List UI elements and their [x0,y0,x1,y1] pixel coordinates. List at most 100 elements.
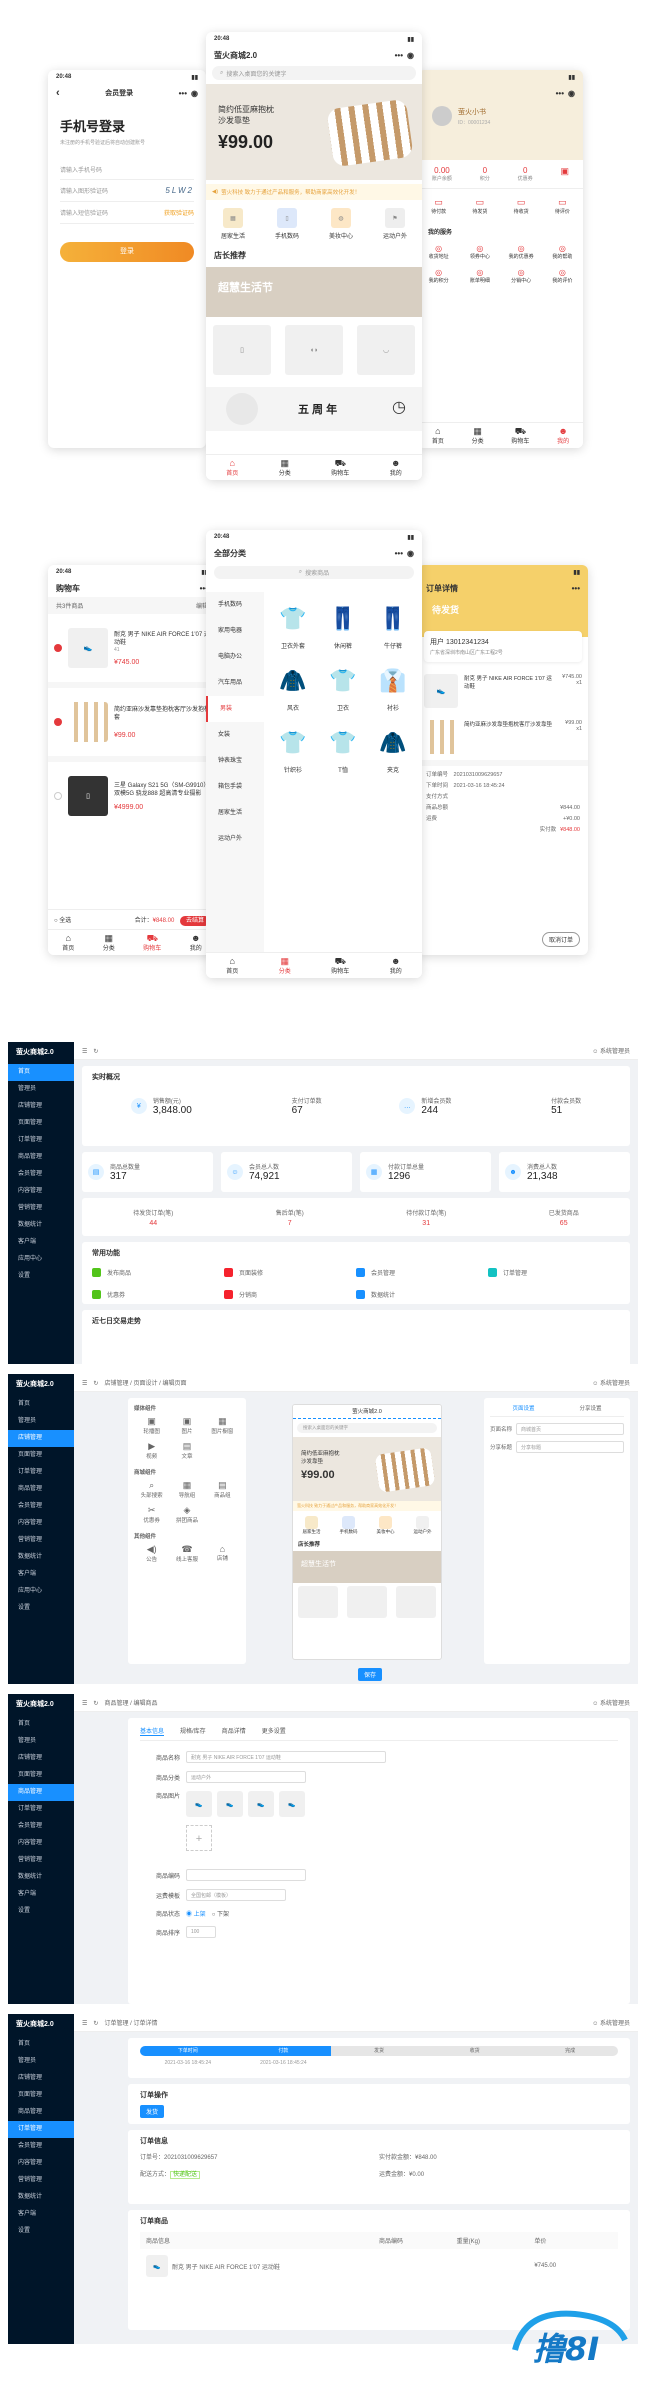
quick-item[interactable]: 页面装修 [224,1264,356,1280]
get-code-button[interactable]: 获取验证码 [163,211,194,217]
menu-admin[interactable]: 管理员 [18,1418,37,1424]
tab-mine[interactable]: ☻ 我的 [389,956,402,975]
todo-item[interactable]: 已发货商品 65 [548,1210,579,1227]
menu-admin[interactable]: 管理员 [18,1086,37,1092]
menu-settings[interactable]: 设置 [18,2228,31,2234]
save-button[interactable]: 保存 [358,1668,383,1681]
menu-admin[interactable]: 管理员 [18,1738,37,1744]
menu-client[interactable]: 客户端 [18,1571,37,1577]
menu-stats[interactable]: 数据统计 [18,1554,43,1560]
menu-toggle-icon[interactable]: ☰ [82,2021,88,2027]
menu-page[interactable]: 页面管理 [18,1772,43,1778]
menu-apps[interactable]: 应用中心 [18,1588,43,1594]
capsule-menu[interactable]: ••• ◉ [394,50,414,60]
comp-item[interactable]: ▤ 商品组 [214,1480,231,1499]
user-menu[interactable]: ☺ 系统管理员 [592,1049,630,1055]
tab-spec[interactable]: 规格/库存 [180,1729,206,1735]
svc-review[interactable]: ◎ 我的评价 [552,268,573,284]
comp-item[interactable]: ⌂ 店铺 [216,1544,228,1562]
todo-item[interactable]: 待付款订单(笔) 31 [406,1210,447,1227]
capsule-menu[interactable]: ••• ◉ [394,548,414,558]
menu-store[interactable]: 店铺管理 [18,2075,43,2081]
goods-image[interactable]: 👟 [217,1791,243,1817]
tab-home[interactable]: ⌂ 首页 [62,933,75,952]
menu-apps[interactable]: 应用中心 [18,1256,43,1262]
cat-left-item[interactable]: 箱包手袋 [218,784,243,790]
tab-category[interactable]: ▦ 分类 [278,458,291,477]
goods-image[interactable]: 👟 [248,1791,274,1817]
captcha-image[interactable]: 5LW2 [165,186,194,195]
goods-image[interactable]: 👟 [279,1791,305,1817]
tab-mine[interactable]: ☻ 我的 [389,458,402,477]
anniversary-banner[interactable]: 五 周 年 ◷ [206,387,422,431]
tab-mine[interactable]: ☻ 我的 [189,933,202,952]
nav-sports[interactable]: ⚑ 运动户外 [383,208,407,240]
tab-category[interactable]: ▦ 分类 [102,933,115,952]
comp-item[interactable]: ▣ 轮播图 [143,1416,160,1435]
menu-market[interactable]: 营销管理 [18,2177,43,2183]
capsule-menu[interactable]: ••• [571,583,580,593]
user-menu[interactable]: ☺ 系统管理员 [592,1381,630,1387]
menu-order[interactable]: 订单管理 [8,2121,74,2138]
quick-item[interactable]: 数据统计 [356,1286,488,1302]
goods-image[interactable]: 👟 [186,1791,212,1817]
menu-order[interactable]: 订单管理 [18,1137,43,1143]
order-item[interactable]: 👟 耐克 男子 NIKE AIR FORCE 1'07 运动鞋 ¥745.00 x… [424,668,582,714]
stat-coupons[interactable]: 0 优惠券 [517,166,533,182]
share-title-input[interactable]: 分享标题 [516,1441,624,1453]
checkbox-checked[interactable] [54,718,62,726]
quick-item[interactable]: 订单管理 [488,1264,620,1280]
stat-points[interactable]: 0 积分 [479,166,490,182]
page-title-input[interactable]: 商城首页 [516,1423,624,1435]
cat-item[interactable]: 👖 休闲裤 [318,600,368,650]
tab-basic[interactable]: 基本信息 [140,1726,165,1736]
menu-store[interactable]: 店铺管理 [18,1755,43,1761]
edit-button[interactable]: 编辑 [195,604,208,610]
menu-client[interactable]: 客户端 [18,1239,37,1245]
menu-settings[interactable]: 设置 [18,1908,31,1914]
select-all[interactable]: ○ 全选 [54,918,72,924]
menu-page[interactable]: 页面管理 [18,1452,43,1458]
checkout-button[interactable]: 去结算 [179,916,210,926]
menu-stats[interactable]: 数据统计 [18,2194,43,2200]
wallet-icon[interactable]: ▣ [560,166,570,176]
avatar[interactable] [432,106,452,126]
menu-goods[interactable]: 商品管理 [8,1784,74,1801]
product-card[interactable]: ◡ [357,325,415,375]
capsule-menu[interactable]: ••• ◉ [178,88,198,98]
cart-item[interactable]: ▯ 三星 Galaxy S21 5G（SM-G9910）双模5G 骁龙888 超… [48,762,216,830]
user-menu[interactable]: ☺ 系统管理员 [592,2021,630,2027]
refresh-icon[interactable]: ↻ [93,1381,99,1387]
cat-item[interactable]: 🧥 风衣 [268,662,318,712]
tab-detail[interactable]: 商品详情 [221,1729,246,1735]
product-card[interactable]: ▯ [213,325,271,375]
menu-content[interactable]: 内容管理 [18,2160,43,2166]
tab-share-settings[interactable]: 分享设置 [579,1406,602,1412]
order-review[interactable]: ▭ 待评价 [554,197,570,215]
menu-market[interactable]: 营销管理 [18,1857,43,1863]
svc-my-coupons[interactable]: ◎ 我的优惠券 [508,244,534,260]
cat-left-item[interactable]: 电脑办公 [218,654,243,660]
quick-item[interactable]: 分销商 [224,1286,356,1302]
svc-address[interactable]: ◎ 收货地址 [428,244,449,260]
goods-name-input[interactable]: 耐克 男子 NIKE AIR FORCE 1'07 运动鞋 [186,1751,386,1763]
cart-item[interactable]: 简约亚麻沙发靠垫抱枕客厅沙发抱枕套 ¥99.00 [48,688,216,762]
cart-item[interactable]: 👟 耐克 男子 NIKE AIR FORCE 1'07 运动鞋 41 ¥745.00 [48,614,216,688]
menu-settings[interactable]: 设置 [18,1273,31,1279]
menu-admin[interactable]: 管理员 [18,2058,37,2064]
todo-item[interactable]: 待发货订单(笔) 44 [133,1210,174,1227]
tab-home[interactable]: ⌂ 首页 [226,956,239,975]
checkbox-unchecked[interactable] [54,792,62,800]
menu-market[interactable]: 营销管理 [18,1205,43,1211]
cat-item[interactable]: 👕 T恤 [318,724,368,774]
cat-left-item[interactable]: 女装 [218,732,231,738]
menu-goods[interactable]: 商品管理 [18,2109,43,2115]
svc-dealer[interactable]: ◎ 分销中心 [511,268,532,284]
radio-on[interactable]: ◉ 上架 [186,1912,206,1918]
cat-left-item[interactable]: 钟表珠宝 [218,758,243,764]
cat-item[interactable]: 👖 牛仔裤 [368,600,418,650]
order-unpaid[interactable]: ▭ 待付款 [431,197,447,215]
back-icon[interactable]: ‹ [56,87,60,99]
comp-item[interactable]: ⌕ 头部搜索 [140,1480,163,1499]
comp-item[interactable]: ◀) 公告 [146,1544,158,1563]
